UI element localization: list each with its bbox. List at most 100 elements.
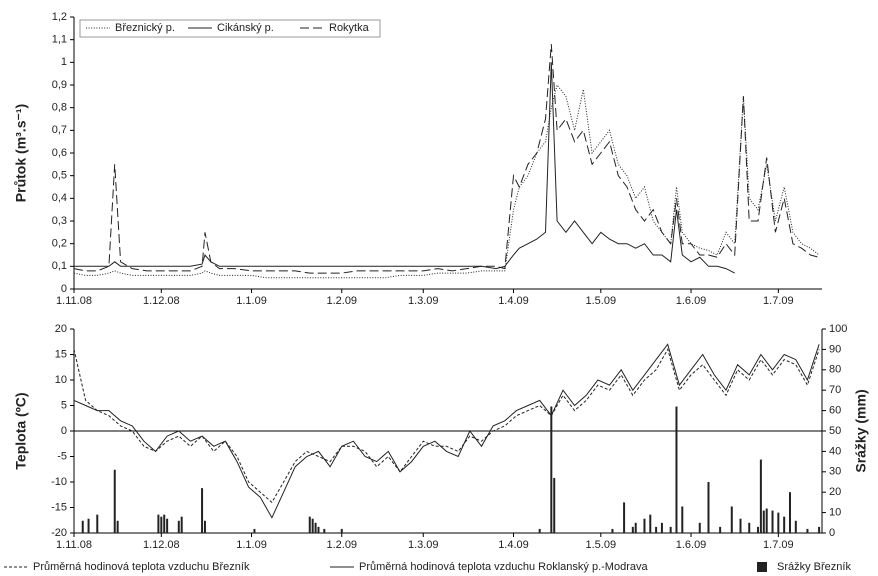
- bar: [340, 528, 343, 533]
- series-line: [73, 44, 820, 274]
- y2-tick-label: 80: [829, 364, 841, 376]
- bar: [756, 526, 759, 533]
- bar: [87, 518, 90, 533]
- legend-label: Rokytka: [329, 22, 370, 34]
- bar: [163, 514, 166, 533]
- bar: [180, 516, 183, 533]
- y-tick-label: 0,7: [52, 124, 67, 136]
- y2-tick-label: 90: [829, 343, 841, 355]
- x-tick-label: 1.2.09: [326, 295, 357, 307]
- bar: [783, 516, 786, 533]
- x-tick-label: 1.2.09: [326, 539, 357, 551]
- bar: [538, 528, 541, 533]
- bar: [113, 469, 116, 533]
- y-tick-label: -5: [57, 450, 67, 462]
- y-tick-label: 0: [61, 425, 67, 437]
- y-tick-label: 10: [55, 374, 67, 386]
- x-tick-label: 1.6.09: [676, 539, 707, 551]
- bar: [314, 522, 317, 533]
- x-tick-label: 1.4.09: [498, 295, 529, 307]
- bar: [81, 520, 84, 533]
- bar: [308, 516, 311, 533]
- bar: [323, 528, 326, 533]
- y-tick-label: -15: [51, 501, 67, 513]
- y-tick-label: 0,9: [52, 79, 67, 91]
- x-tick-label: 1.7.09: [763, 295, 794, 307]
- y2-tick-label: 60: [829, 405, 841, 417]
- series-line: [73, 348, 820, 504]
- y-tick-label: 1,1: [52, 34, 67, 46]
- series-line: [74, 62, 735, 274]
- x-tick-label: 1.11.08: [56, 295, 92, 307]
- bar: [317, 526, 320, 533]
- y-tick-label: 20: [55, 323, 67, 335]
- bar: [253, 528, 256, 533]
- legend-label: Březnický p.: [115, 22, 175, 34]
- bar: [166, 518, 169, 533]
- x-tick-label: 1.5.09: [586, 295, 617, 307]
- bar: [203, 520, 206, 533]
- bar: [818, 526, 821, 533]
- bar: [116, 520, 119, 533]
- y2-tick-label: 30: [829, 466, 841, 478]
- bar: [649, 514, 652, 533]
- legend-label: Srážky Březník: [777, 561, 851, 573]
- bar: [643, 518, 646, 533]
- y-axis-label: Teplota (ºC): [13, 392, 29, 469]
- bar: [96, 514, 99, 533]
- y-tick-label: 5: [61, 399, 67, 411]
- bar: [777, 512, 780, 533]
- x-tick-label: 1.1.09: [236, 539, 267, 551]
- bar: [748, 522, 751, 533]
- y2-tick-label: 10: [829, 507, 841, 519]
- bar: [553, 477, 556, 533]
- bar: [177, 520, 180, 533]
- bar: [655, 526, 658, 533]
- y-tick-label: 1,2: [52, 11, 67, 23]
- bar: [759, 459, 762, 533]
- x-tick-label: 1.7.09: [763, 539, 794, 551]
- y2-tick-label: 40: [829, 445, 841, 457]
- y-tick-label: 0,3: [52, 215, 67, 227]
- bar: [730, 506, 733, 533]
- bar: [623, 502, 626, 533]
- y2-tick-label: 100: [829, 323, 847, 335]
- bar: [765, 508, 768, 533]
- x-tick-label: 1.12.08: [143, 539, 180, 551]
- bar: [707, 482, 710, 533]
- legend-label: Průměrná hodinová teplota vzduchu Březní…: [33, 561, 250, 573]
- y2-tick-label: 20: [829, 486, 841, 498]
- bar: [631, 526, 634, 533]
- x-tick-label: 1.4.09: [498, 539, 529, 551]
- x-tick-label: 1.3.09: [408, 539, 439, 551]
- bar: [771, 510, 774, 533]
- bar: [669, 526, 672, 533]
- series-line: [73, 83, 820, 279]
- legend-swatch: [757, 562, 767, 572]
- bar: [611, 528, 614, 533]
- bar: [550, 406, 553, 533]
- x-tick-label: 1.5.09: [586, 539, 617, 551]
- bar: [311, 518, 314, 533]
- bar: [634, 522, 637, 533]
- y-tick-label: 0: [61, 283, 67, 295]
- y-tick-label: 0,1: [52, 260, 67, 272]
- x-tick-label: 1.11.08: [56, 539, 92, 551]
- y-tick-label: -20: [51, 527, 67, 539]
- bar: [698, 522, 701, 533]
- bar: [201, 488, 204, 533]
- x-tick-label: 1.12.08: [143, 295, 180, 307]
- bar: [762, 510, 765, 533]
- y-axis-label: Průtok (m³.s⁻¹): [13, 104, 29, 202]
- bar: [806, 528, 809, 533]
- y-tick-label: 15: [55, 348, 67, 360]
- y-tick-label: 0,2: [52, 238, 67, 250]
- bar: [660, 522, 663, 533]
- legend-label: Průměrná hodinová teplota vzduchu Roklan…: [359, 561, 648, 573]
- x-tick-label: 1.1.09: [236, 295, 267, 307]
- legend-box: [79, 19, 381, 38]
- legend-label: Cikánský p.: [217, 22, 274, 34]
- series-line: [73, 343, 820, 519]
- bar: [160, 516, 163, 533]
